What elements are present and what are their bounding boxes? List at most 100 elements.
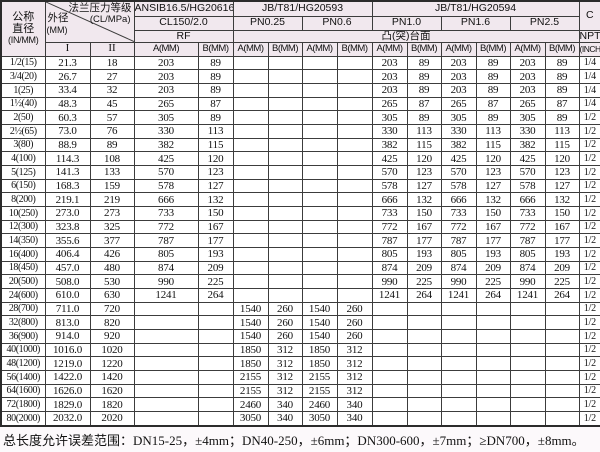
cell-dimension <box>301 246 338 262</box>
cell-dimension: 132 <box>475 192 511 207</box>
cell-dimension <box>301 110 338 125</box>
cell-dimension <box>267 110 303 125</box>
cell-dimension <box>440 356 477 371</box>
cell-dimension: 1829.0 <box>44 397 91 412</box>
cell-dimension: 805 <box>440 246 477 262</box>
cell-dimension: 666 <box>509 192 546 207</box>
cell-dimension: 177 <box>544 233 580 248</box>
cell-dimension <box>371 369 408 385</box>
table-row: 24(600) 610.0 630 1241 264 1241 264 1241 264 1241… <box>0 287 600 303</box>
cell-dimension: 1540 <box>301 301 338 317</box>
cell-dimension: 426 <box>89 246 135 262</box>
cell-dimension <box>197 411 234 427</box>
cell-dimension: 805 <box>509 246 546 262</box>
cell-dimension: 265 <box>133 96 199 112</box>
col-header-a-cl150: A(MM) <box>133 41 199 57</box>
table-row: 12(300) 323.8 325 772 167 772 167 772 167 772 167 1… <box>0 219 600 235</box>
cell-dimension <box>301 164 338 180</box>
cell-dimension <box>232 274 269 289</box>
cell-dimension <box>267 82 303 98</box>
cell-dimension: 132 <box>406 192 442 207</box>
cell-dimension: 610.0 <box>44 287 91 303</box>
cell-dimension <box>544 342 580 358</box>
cell-nominal-diameter: 80(2000) <box>0 411 46 427</box>
cell-npt: 1/2 <box>578 219 600 235</box>
cell-dimension <box>301 151 338 166</box>
cell-dimension: 113 <box>406 123 442 139</box>
cell-dimension <box>232 219 269 235</box>
cell-dimension: 123 <box>475 164 511 180</box>
cell-dimension: 87 <box>406 96 442 112</box>
cell-nominal-diameter: 2½(65) <box>0 123 46 139</box>
cell-dimension: 89 <box>197 69 234 84</box>
cell-dimension <box>301 260 338 276</box>
cell-dimension: 113 <box>475 123 511 139</box>
cell-dimension: 2460 <box>232 397 269 412</box>
cell-dimension: 177 <box>406 233 442 248</box>
cell-dimension: 630 <box>89 287 135 303</box>
cell-dimension: 127 <box>406 178 442 194</box>
cell-dimension: 114.3 <box>44 151 91 166</box>
cell-dimension <box>475 356 511 371</box>
cell-dimension: 89 <box>406 82 442 98</box>
cell-dimension: 1540 <box>232 301 269 317</box>
cell-dimension <box>232 192 269 207</box>
cell-dimension: 225 <box>406 274 442 289</box>
cell-dimension: 1016.0 <box>44 342 91 358</box>
cell-dimension <box>197 328 234 344</box>
cell-dimension <box>197 301 234 317</box>
cell-dimension: 87 <box>475 96 511 112</box>
cell-dimension: 113 <box>544 123 580 139</box>
cell-dimension <box>336 192 373 207</box>
cell-dimension: 265 <box>509 96 546 112</box>
cell-nominal-diameter: 12(300) <box>0 219 46 235</box>
cell-dimension: 874 <box>133 260 199 276</box>
cell-dimension <box>406 397 442 412</box>
cell-npt: 1/2 <box>578 205 600 221</box>
cell-dimension: 1626.0 <box>44 383 91 399</box>
cell-dimension: 123 <box>406 164 442 180</box>
cell-dimension: 89 <box>475 69 511 84</box>
cell-dimension: 312 <box>336 342 373 358</box>
cell-npt: 1/2 <box>578 411 600 427</box>
cell-dimension <box>509 383 546 399</box>
cell-dimension: 260 <box>336 301 373 317</box>
table-row: 2(50) 60.3 57 305 89 305 89 305 89 305 89 1/2 <box>0 110 600 125</box>
cell-dimension: 133 <box>89 164 135 180</box>
cell-dimension <box>440 328 477 344</box>
cell-dimension: 89 <box>197 82 234 98</box>
cell-dimension: 2155 <box>301 369 338 385</box>
cell-dimension: 193 <box>544 246 580 262</box>
cell-dimension: 720 <box>89 301 135 317</box>
table-row: 16(400) 406.4 426 805 193 805 193 805 193 805 193 1… <box>0 246 600 262</box>
cell-dimension <box>232 164 269 180</box>
cell-dimension <box>336 260 373 276</box>
cell-dimension <box>301 69 338 84</box>
cell-dimension <box>336 96 373 112</box>
cell-dimension: 1820 <box>89 397 135 412</box>
cell-dimension <box>197 369 234 385</box>
pressure-pn10: PN1.0 <box>371 15 442 31</box>
cell-dimension: 159 <box>89 178 135 194</box>
cell-dimension: 123 <box>544 164 580 180</box>
cell-dimension <box>336 55 373 71</box>
table-row: 2½(65) 73.0 76 330 113 330 113 330 113 330 113 1/2 <box>0 123 600 139</box>
table-row: 3/4(20) 26.7 27 203 89 203 89 203 89 203 89 1/4 <box>0 69 600 84</box>
cell-dimension <box>301 82 338 98</box>
cell-dimension <box>475 369 511 385</box>
cell-dimension: 193 <box>475 246 511 262</box>
cell-dimension <box>336 287 373 303</box>
table-row: 3(80) 88.9 89 382 115 382 115 382 115 382 115 1/2 <box>0 137 600 153</box>
cell-dimension: 120 <box>475 151 511 166</box>
cell-dimension: 382 <box>440 137 477 153</box>
cell-dimension: 406.4 <box>44 246 91 262</box>
cell-nominal-diameter: 2(50) <box>0 110 46 125</box>
cell-dimension: 1540 <box>301 328 338 344</box>
cell-npt: 1/2 <box>578 246 600 262</box>
cell-dimension: 209 <box>475 260 511 276</box>
cell-dimension <box>301 287 338 303</box>
cell-dimension: 115 <box>406 137 442 153</box>
cell-dimension <box>232 110 269 125</box>
pressure-rating-label: 法兰压力等级 <box>68 2 132 14</box>
cell-dimension: 89 <box>475 82 511 98</box>
